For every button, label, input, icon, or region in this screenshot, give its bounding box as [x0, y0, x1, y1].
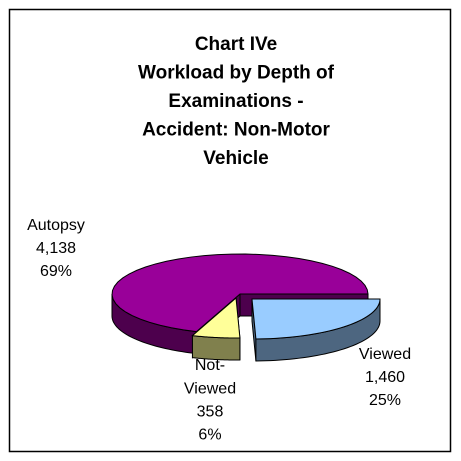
slice: [251, 298, 381, 340]
slice: [111, 253, 369, 333]
data-label-percent: 25%: [369, 392, 401, 409]
data-label-category: Viewed: [359, 346, 411, 363]
chart-border: [8, 8, 452, 453]
chart-title: Examinations -: [168, 91, 303, 112]
data-label-percent: 69%: [40, 263, 72, 280]
slice: [191, 296, 241, 339]
chart-title: Accident: Non-Motor: [142, 120, 330, 141]
data-label-value: 1,460: [365, 369, 405, 386]
chart-title: Workload by Depth of: [138, 63, 335, 84]
chart-title: Vehicle: [203, 148, 269, 169]
data-label-value: 358: [197, 404, 224, 421]
data-label-value: 4,138: [36, 240, 76, 257]
chart-title: Chart IVe: [195, 34, 277, 55]
data-label-percent: 6%: [198, 427, 221, 444]
data-label-category: Autopsy: [27, 217, 85, 234]
data-label-category: Not-Viewed: [184, 357, 236, 398]
